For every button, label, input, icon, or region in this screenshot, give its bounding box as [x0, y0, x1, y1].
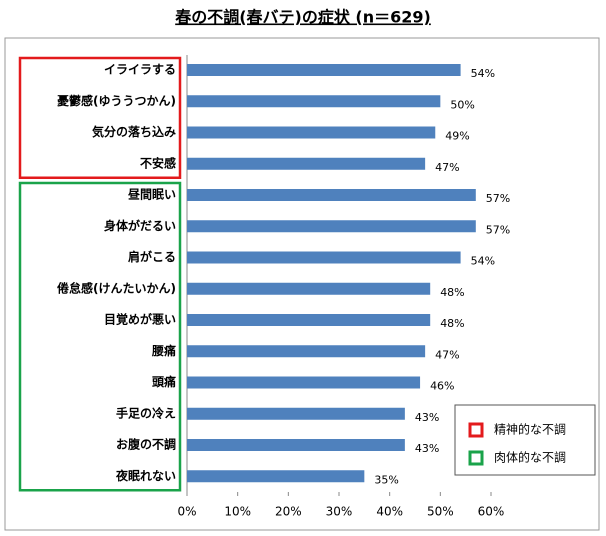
category-label: 頭痛	[152, 374, 176, 389]
category-label: 目覚めが悪い	[104, 312, 176, 327]
legend-label: 肉体的な不調	[494, 450, 566, 465]
value-label: 57%	[486, 192, 510, 205]
value-label: 57%	[486, 223, 510, 236]
bar	[187, 95, 441, 108]
value-label: 43%	[415, 411, 439, 424]
bar	[187, 345, 426, 358]
x-tick-label: 60%	[478, 505, 505, 519]
category-label: お腹の不調	[116, 437, 176, 452]
bar	[187, 439, 405, 451]
group-box	[18, 56, 182, 179]
bar	[187, 126, 436, 139]
value-label: 54%	[471, 67, 495, 80]
category-label: イライラする	[104, 63, 176, 77]
value-label: 54%	[471, 255, 495, 268]
value-label: 48%	[440, 286, 464, 299]
category-label: 昼間眠い	[127, 187, 176, 202]
value-label: 35%	[374, 473, 398, 486]
category-label: 肩がこる	[128, 249, 176, 264]
chart-frame	[4, 37, 600, 531]
bar	[187, 282, 431, 295]
bar	[187, 314, 431, 326]
category-label: 腰痛	[151, 343, 176, 358]
bar	[187, 157, 426, 170]
category-label: 憂鬱感(ゆううつかん)	[57, 93, 176, 108]
bar	[187, 251, 461, 264]
value-label: 47%	[435, 161, 459, 174]
legend-swatch	[468, 450, 484, 466]
bar	[187, 470, 365, 483]
x-tick-label: 30%	[326, 505, 353, 519]
bar	[187, 376, 421, 389]
value-label: 48%	[440, 317, 464, 330]
category-label: 倦怠感(けんたいかん)	[57, 280, 176, 295]
x-tick-label: 0%	[177, 505, 196, 519]
x-tick-label: 50%	[427, 505, 454, 519]
value-label: 46%	[430, 380, 454, 393]
category-label: 夜眠れない	[115, 468, 176, 483]
x-tick-label: 40%	[376, 505, 403, 519]
group-box	[18, 181, 182, 492]
value-label: 49%	[445, 130, 469, 143]
bar	[187, 407, 405, 420]
x-tick-label: 20%	[275, 505, 302, 519]
bar	[187, 64, 461, 76]
bar	[187, 220, 476, 233]
legend-label: 精神的な不調	[494, 422, 566, 437]
x-tick-label: 10%	[224, 505, 251, 519]
category-label: 不安感	[140, 155, 176, 170]
legend-swatch	[468, 422, 484, 438]
bar	[187, 189, 476, 201]
chart-title: 春の不調(春バテ)の症状 (n＝629)	[174, 8, 431, 27]
category-label: 身体がだるい	[104, 218, 176, 233]
category-label: 手足の冷え	[116, 405, 176, 420]
value-label: 43%	[415, 442, 439, 455]
value-label: 50%	[450, 98, 474, 111]
category-label: 気分の落ち込み	[92, 124, 176, 139]
value-label: 47%	[435, 348, 459, 361]
